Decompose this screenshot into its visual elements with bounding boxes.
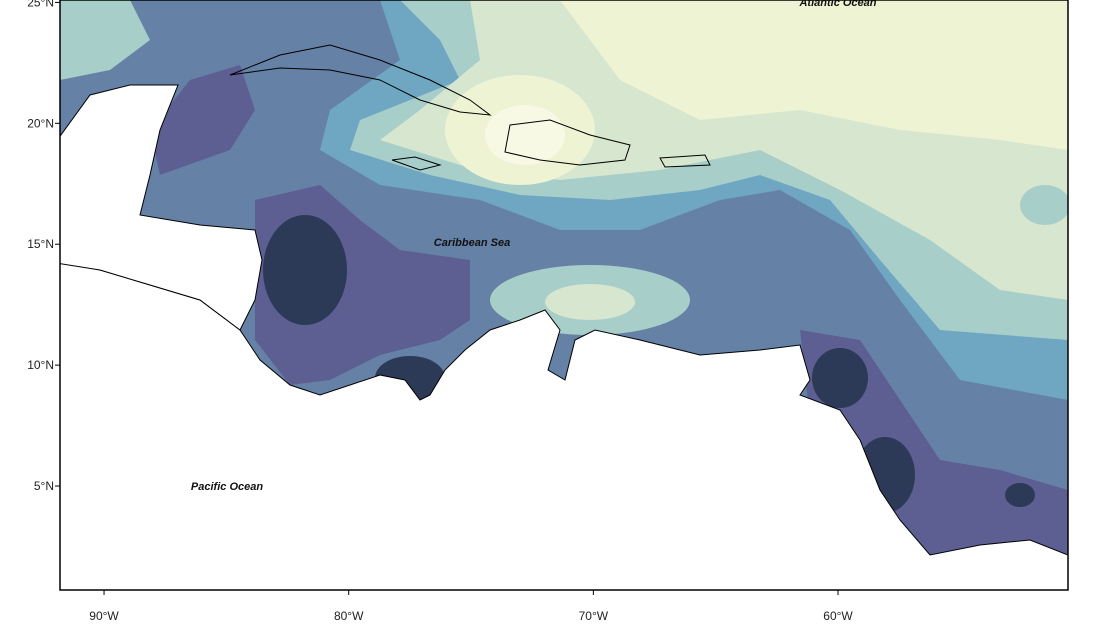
contour-band: [1005, 483, 1035, 507]
contour-band: [60, 0, 150, 80]
x-tick-label: 90°W: [89, 609, 119, 623]
x-tick-label: 60°W: [823, 609, 853, 623]
contour-band: [1020, 185, 1068, 225]
contour-layer: [60, 0, 1068, 590]
y-tick-label: 20°N: [27, 116, 54, 130]
island-puerto-rico: [659, 154, 711, 168]
island-hispaniola: [504, 119, 631, 166]
contour-band: [263, 215, 347, 325]
contour-band: [485, 105, 565, 165]
ocean-label: Atlantic Ocean: [798, 0, 876, 9]
sea-label: Caribbean Sea: [434, 237, 510, 249]
x-tick-label: 80°W: [334, 609, 364, 623]
contour-band: [560, 0, 1068, 150]
central-south-america: [60, 261, 1068, 590]
map-frame: [59, 0, 1069, 591]
y-tick-label: 5°N: [34, 479, 54, 493]
contour-band: [545, 284, 635, 320]
ocean-label: Pacific Ocean: [191, 481, 263, 493]
y-tick-label: 25°N: [27, 0, 54, 9]
land-layer: [60, 44, 1068, 590]
y-tick-label: 15°N: [27, 237, 54, 251]
island-cuba: [229, 44, 492, 116]
x-tick-label: 70°W: [579, 609, 609, 623]
mexico-yucatan: [60, 84, 263, 331]
island-jamaica: [391, 156, 442, 171]
contour-band: [812, 348, 868, 408]
contour-band: [150, 65, 255, 175]
y-tick-label: 10°N: [27, 358, 54, 372]
